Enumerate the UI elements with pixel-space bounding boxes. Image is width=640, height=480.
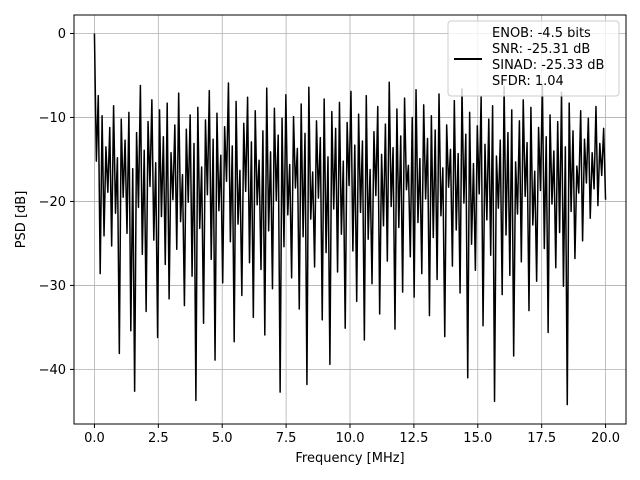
y-tick-label: −40: [39, 363, 66, 378]
x-tick-label: 5.0: [212, 431, 233, 446]
y-tick-label: −20: [39, 195, 66, 210]
legend: ENOB: -4.5 bits SNR: -25.31 dB SINAD: -2…: [447, 20, 620, 97]
x-axis-label: Frequency [MHz]: [295, 451, 404, 466]
x-tick-label: 2.5: [148, 431, 169, 446]
x-tick-label: 17.5: [527, 431, 556, 446]
y-axis: 0 −10 −20 −30 −40: [39, 27, 74, 378]
legend-entry-enob: ENOB: -4.5 bits: [492, 26, 591, 41]
x-tick-label: 15.0: [463, 431, 492, 446]
y-tick-label: 0: [58, 27, 66, 42]
x-tick-label: 7.5: [276, 431, 297, 446]
x-tick-label: 12.5: [399, 431, 428, 446]
x-tick-label: 20.0: [591, 431, 620, 446]
x-axis: 0.0 2.5 5.0 7.5 10.0 12.5 15.0 17.5 20.0: [84, 424, 620, 446]
legend-entry-snr: SNR: -25.31 dB: [492, 42, 590, 57]
x-tick-label: 0.0: [84, 431, 105, 446]
legend-entry-sinad: SINAD: -25.33 dB: [492, 58, 604, 73]
y-tick-label: −30: [39, 279, 66, 294]
legend-box: [447, 20, 620, 97]
series-layer: [93, 33, 607, 406]
legend-entry-sfdr: SFDR: 1.04: [492, 74, 564, 89]
y-axis-label: PSD [dB]: [14, 191, 29, 249]
psd-series-line: [93, 33, 607, 406]
y-tick-label: −10: [39, 111, 66, 126]
x-tick-label: 10.0: [336, 431, 365, 446]
